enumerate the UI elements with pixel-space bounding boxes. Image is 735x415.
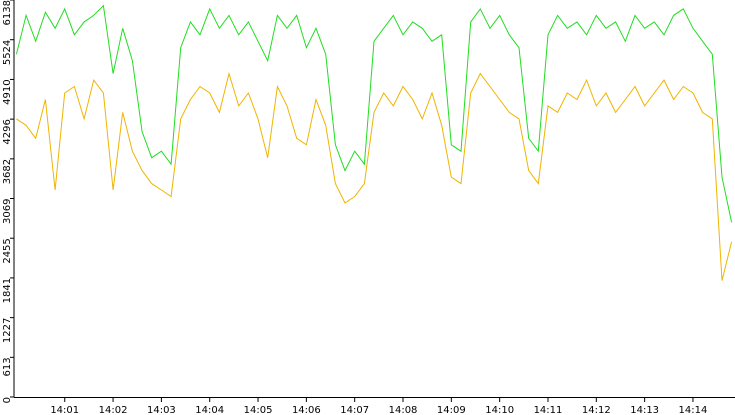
- y-tick-label: 6138: [2, 0, 13, 25]
- x-tick-label: 14:13: [630, 405, 659, 415]
- x-tick-label: 14:07: [340, 405, 369, 415]
- y-tick-label: 5524: [2, 40, 13, 65]
- y-tick-label: 613: [2, 357, 13, 376]
- x-tick-label: 14:12: [582, 405, 611, 415]
- x-tick-label: 14:04: [195, 405, 224, 415]
- y-tick-label: 2455: [2, 238, 13, 263]
- x-tick-label: 14:10: [485, 405, 514, 415]
- x-tick-label: 14:09: [437, 405, 466, 415]
- y-tick-label: 4910: [2, 79, 13, 104]
- x-tick-label: 14:03: [147, 405, 176, 415]
- x-tick-label: 14:06: [292, 405, 321, 415]
- y-tick-label: 3069: [2, 199, 13, 224]
- y-tick-label: 3682: [2, 159, 13, 184]
- x-tick-label: 14:01: [50, 405, 79, 415]
- y-tick-label: 4296: [2, 119, 13, 144]
- x-tick-label: 14:05: [244, 405, 273, 415]
- x-tick-label: 14:08: [389, 405, 418, 415]
- y-tick-label: 1841: [2, 278, 13, 303]
- x-tick-label: 14:14: [679, 405, 708, 415]
- series-line: [16, 71, 733, 281]
- x-tick-label: 14:02: [99, 405, 128, 415]
- series-line: [15, 4, 733, 223]
- y-tick-label: 0: [2, 397, 13, 403]
- x-tick-label: 14:11: [534, 405, 563, 415]
- y-tick-label: 1227: [2, 318, 13, 343]
